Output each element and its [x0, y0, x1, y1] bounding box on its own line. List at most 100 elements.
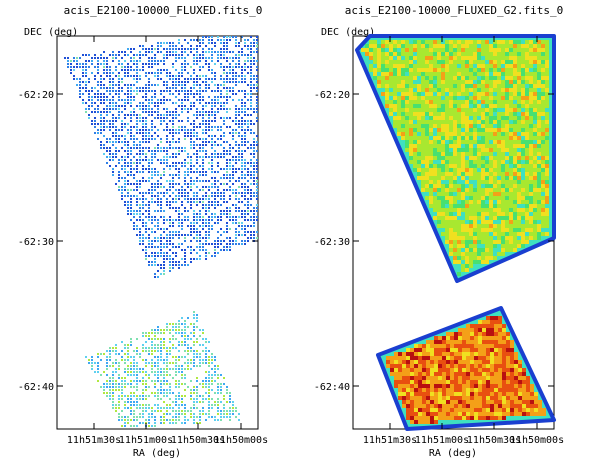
heatmap-cell [217, 195, 219, 197]
heatmap-cell [509, 76, 513, 80]
heatmap-cell [121, 380, 123, 382]
heatmap-cell [124, 183, 126, 185]
heatmap-cell [457, 100, 461, 104]
heatmap-region-lower-field [85, 311, 240, 427]
heatmap-cell [449, 168, 453, 172]
heatmap-cell [241, 141, 243, 143]
heatmap-cell [211, 216, 213, 218]
heatmap-cell [373, 56, 377, 60]
heatmap-cell [163, 413, 165, 415]
heatmap-cell [151, 231, 153, 233]
heatmap-cell [136, 210, 138, 212]
heatmap-cell [217, 171, 219, 173]
heatmap-cell [199, 395, 201, 397]
heatmap-cell [453, 112, 457, 116]
heatmap-cell [112, 105, 114, 107]
heatmap-cell [157, 270, 159, 272]
heatmap-cell [109, 377, 111, 379]
heatmap-cell [178, 243, 180, 245]
heatmap-cell [393, 108, 397, 112]
heatmap-cell [477, 148, 481, 152]
heatmap-cell [166, 138, 168, 140]
heatmap-cell [256, 69, 258, 71]
heatmap-cell [465, 64, 469, 68]
heatmap-cell [537, 64, 541, 68]
heatmap-cell [253, 237, 255, 239]
heatmap-cell [118, 416, 120, 418]
heatmap-cell [545, 44, 549, 48]
heatmap-cell [465, 116, 469, 120]
heatmap-cell [525, 212, 529, 216]
heatmap-cell [142, 135, 144, 137]
heatmap-cell [124, 84, 126, 86]
heatmap-cell [437, 72, 441, 76]
heatmap-cell [184, 189, 186, 191]
heatmap-cell [112, 84, 114, 86]
heatmap-cell [529, 196, 533, 200]
heatmap-cell [525, 144, 529, 148]
heatmap-cell [247, 147, 249, 149]
heatmap-cell [169, 111, 171, 113]
heatmap-cell [199, 150, 201, 152]
heatmap-cell [187, 419, 189, 421]
heatmap-cell [521, 180, 525, 184]
heatmap-cell [166, 240, 168, 242]
heatmap-cell [181, 51, 183, 53]
heatmap-cell [238, 177, 240, 179]
heatmap-cell [413, 48, 417, 52]
heatmap-cell [244, 123, 246, 125]
heatmap-cell [169, 204, 171, 206]
heatmap-cell [181, 204, 183, 206]
heatmap-cell [457, 208, 461, 212]
heatmap-cell [537, 228, 541, 232]
heatmap-cell [501, 140, 505, 144]
heatmap-cell [517, 192, 521, 196]
heatmap-cell [214, 75, 216, 77]
heatmap-cell [256, 39, 258, 41]
heatmap-cell [425, 192, 429, 196]
heatmap-cell [214, 416, 216, 418]
heatmap-cell [497, 228, 501, 232]
heatmap-cell [517, 108, 521, 112]
heatmap-cell [453, 104, 457, 108]
heatmap-cell [115, 353, 117, 355]
heatmap-cell [145, 228, 147, 230]
heatmap-cell [497, 148, 501, 152]
heatmap-cell [211, 159, 213, 161]
heatmap-cell [139, 159, 141, 161]
heatmap-cell [413, 164, 417, 168]
heatmap-cell [477, 200, 481, 204]
heatmap-cell [229, 398, 231, 400]
heatmap-cell [501, 228, 505, 232]
heatmap-cell [457, 160, 461, 164]
heatmap-cell [118, 389, 120, 391]
heatmap-cell [465, 204, 469, 208]
heatmap-cell [449, 56, 453, 60]
heatmap-cell [211, 407, 213, 409]
heatmap-cell [202, 344, 204, 346]
heatmap-cell [178, 410, 180, 412]
heatmap-cell [461, 112, 465, 116]
heatmap-cell [79, 90, 81, 92]
heatmap-cell [541, 200, 545, 204]
heatmap-cell [253, 42, 255, 44]
heatmap-cell [220, 383, 222, 385]
heatmap-cell [115, 150, 117, 152]
heatmap-cell [73, 57, 75, 59]
heatmap-cell [405, 48, 409, 52]
heatmap-cell [205, 90, 207, 92]
heatmap-cell [473, 108, 477, 112]
heatmap-cell [166, 162, 168, 164]
heatmap-cell [409, 108, 413, 112]
heatmap-cell [493, 44, 497, 48]
heatmap-cell [533, 80, 537, 84]
heatmap-cell [365, 56, 369, 60]
heatmap-cell [148, 237, 150, 239]
heatmap-cell [172, 153, 174, 155]
heatmap-cell [208, 111, 210, 113]
heatmap-cell [238, 54, 240, 56]
heatmap-cell [211, 108, 213, 110]
heatmap-cell [184, 99, 186, 101]
heatmap-cell [250, 210, 252, 212]
heatmap-cell [121, 66, 123, 68]
